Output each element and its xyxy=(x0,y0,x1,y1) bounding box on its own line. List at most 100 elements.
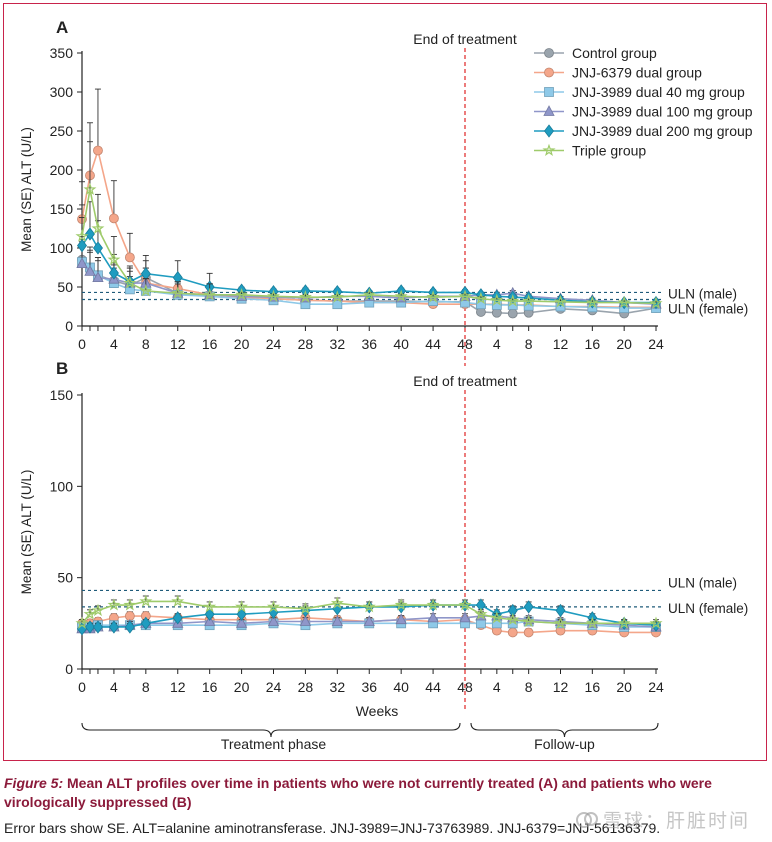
x-axis-label: Weeks xyxy=(356,703,399,719)
point-triple xyxy=(649,296,663,309)
point-triple xyxy=(266,600,281,613)
y-axis-label: Mean (SE) ALT (U/L) xyxy=(19,127,34,252)
point-triple xyxy=(330,290,344,303)
point-triple xyxy=(235,287,249,301)
y-tick-label: 50 xyxy=(57,279,73,295)
point-dual_100 xyxy=(84,265,96,276)
x-tick-label: 16 xyxy=(585,336,601,352)
legend-label-triple: Triple group xyxy=(572,143,646,159)
y-tick-label: 150 xyxy=(50,201,74,217)
y-tick-label: 200 xyxy=(50,162,74,178)
x-tick-label: 8 xyxy=(142,679,150,695)
x-tick-label: 40 xyxy=(393,679,409,695)
uln-label: ULN (male) xyxy=(668,286,737,301)
point-triple xyxy=(506,612,520,626)
point-dual_200 xyxy=(236,607,247,621)
point-dual_200 xyxy=(92,241,103,255)
point-dual_100 xyxy=(235,616,248,628)
follow-up-label: Follow-up xyxy=(534,736,595,752)
point-dual_200 xyxy=(92,620,103,634)
point-dual_6379 xyxy=(523,627,534,638)
point-triple xyxy=(426,290,440,303)
x-tick-label: 4 xyxy=(110,679,118,695)
point-triple xyxy=(203,600,217,613)
x-tick-label: 36 xyxy=(361,336,377,352)
x-tick-label: 0 xyxy=(78,679,86,695)
point-triple xyxy=(266,289,281,302)
legend-label-dual_200: JNJ-3989 dual 200 mg group xyxy=(572,123,753,139)
end-of-treatment-label: End of treatment xyxy=(413,373,517,389)
point-triple xyxy=(585,295,599,309)
point-dual_100 xyxy=(267,615,280,626)
point-triple xyxy=(553,294,568,308)
point-triple xyxy=(330,596,344,609)
x-tick-label: 16 xyxy=(585,679,601,695)
x-tick-label: 24 xyxy=(266,336,282,352)
uln-label: ULN (male) xyxy=(668,575,737,590)
point-dual_200 xyxy=(108,266,119,280)
point-dual_100 xyxy=(76,257,88,269)
point-dual_100 xyxy=(427,611,439,623)
y-tick-label: 100 xyxy=(50,240,74,256)
series-triple xyxy=(75,594,663,629)
end-of-treatment-label: End of treatment xyxy=(413,31,517,47)
point-triple xyxy=(123,598,137,611)
x-tick-label: 24 xyxy=(648,336,664,352)
x-tick-label: 12 xyxy=(553,679,569,695)
series-line-triple xyxy=(81,189,657,305)
point-dual_100 xyxy=(363,615,375,626)
point-triple xyxy=(553,616,568,629)
x-tick-label: 44 xyxy=(425,336,441,352)
y-tick-label: 50 xyxy=(57,570,73,586)
point-dual_100 xyxy=(395,613,407,625)
x-tick-label: 32 xyxy=(330,679,346,695)
y-tick-label: 100 xyxy=(50,478,74,494)
point-dual_6379 xyxy=(93,145,103,156)
point-triple xyxy=(107,252,121,266)
point-triple xyxy=(522,614,536,628)
point-dual_200 xyxy=(84,620,95,634)
point-triple xyxy=(362,287,376,301)
point-triple xyxy=(617,295,631,309)
point-triple xyxy=(490,611,504,624)
point-triple xyxy=(171,594,185,608)
x-tick-label: 12 xyxy=(170,336,186,352)
x-tick-label: 8 xyxy=(525,679,533,695)
point-triple xyxy=(83,182,97,195)
point-triple xyxy=(91,603,105,617)
legend-marker-triple xyxy=(542,143,556,156)
y-tick-label: 250 xyxy=(50,123,74,139)
point-triple xyxy=(123,276,137,289)
series-line-dual_6379 xyxy=(81,147,656,309)
x-tick-label: 20 xyxy=(616,336,632,352)
watermark-text: 雪球：肝脏时间 xyxy=(602,811,750,832)
point-dual_100 xyxy=(299,615,312,626)
point-triple xyxy=(394,598,408,611)
treatment-phase-brace xyxy=(81,722,461,738)
figure-caption-note: Error bars show SE. ALT=alanine aminotra… xyxy=(4,820,661,836)
point-triple xyxy=(139,594,153,608)
legend-label-dual_40: JNJ-3989 dual 40 mg group xyxy=(572,84,745,100)
x-tick-label: 4 xyxy=(110,336,118,352)
figure-label: Figure 5: xyxy=(4,775,64,791)
x-tick-label: 28 xyxy=(298,679,314,695)
legend-marker-dual_100 xyxy=(543,105,555,116)
point-dual_200 xyxy=(77,238,87,253)
uln-label: ULN (female) xyxy=(668,301,748,316)
y-tick-label: 300 xyxy=(50,84,74,100)
x-tick-label: 20 xyxy=(616,679,632,695)
x-tick-label: 8 xyxy=(525,336,533,352)
point-triple xyxy=(426,598,440,611)
legend-marker-dual_6379 xyxy=(544,67,554,78)
point-dual_200 xyxy=(124,620,135,634)
y-tick-label: 150 xyxy=(50,387,74,403)
legend-label-dual_100: JNJ-3989 dual 100 mg group xyxy=(572,104,753,120)
point-triple xyxy=(203,287,217,301)
snowball-icon xyxy=(575,812,598,828)
point-triple xyxy=(474,607,488,620)
x-tick-label: 40 xyxy=(393,336,409,352)
point-dual_100 xyxy=(331,615,343,626)
panel-letter: B xyxy=(56,359,68,378)
